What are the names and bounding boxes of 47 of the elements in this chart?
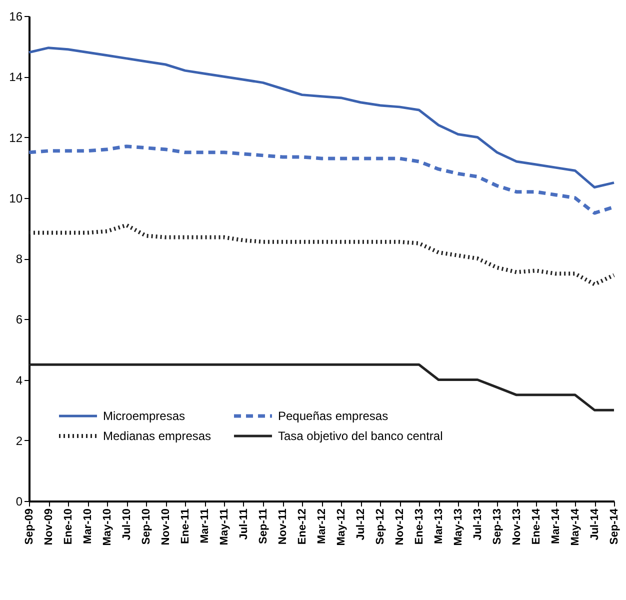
x-tick-label: May-14 <box>570 508 582 546</box>
x-tick-label: Sep-12 <box>374 508 386 545</box>
x-tick-label: Ene-14 <box>530 508 542 545</box>
x-tick-label: Mar-14 <box>550 508 562 544</box>
x-tick-label: Mar-11 <box>199 508 211 544</box>
y-tick-label: 16 <box>9 10 23 24</box>
y-tick-label: 12 <box>9 130 23 145</box>
x-tick-label: Sep-11 <box>258 508 270 544</box>
legend-label: Tasa objetivo del banco central <box>278 429 443 443</box>
x-tick-label: Nov-11 <box>277 508 289 545</box>
y-tick-label: 8 <box>16 252 23 266</box>
x-tick-label: Jul-10 <box>121 508 133 540</box>
x-tick-label: May-10 <box>102 508 114 546</box>
x-tick-label: Ene-12 <box>296 508 308 545</box>
x-tick-label: Sep-10 <box>140 508 152 545</box>
x-tick-label: May-13 <box>452 508 464 546</box>
x-tick-label: Ene-11 <box>180 508 192 544</box>
x-tick-label: Jul-14 <box>589 508 601 540</box>
y-tick-label: 6 <box>16 312 23 327</box>
legend-label: Pequeñas empresas <box>278 409 388 423</box>
legend-label: Medianas empresas <box>103 429 212 443</box>
x-tick-label: Nov-12 <box>394 508 406 546</box>
x-tick-label: Jul-13 <box>472 508 484 540</box>
y-tick-label: 0 <box>16 494 23 508</box>
y-tick-label: 2 <box>16 434 23 448</box>
x-tick-label: Ene-10 <box>62 508 74 545</box>
x-tick-label: Mar-12 <box>316 508 328 544</box>
x-tick-label: Sep-14 <box>608 508 620 545</box>
y-tick-label: 14 <box>9 70 23 84</box>
x-tick-label: Jul-11 <box>238 508 250 540</box>
x-tick-label: May-12 <box>336 508 348 546</box>
x-tick-label: Nov-10 <box>160 508 172 546</box>
y-tick-label: 10 <box>9 191 23 206</box>
x-tick-label: May-11 <box>218 508 230 546</box>
x-tick-label: Mar-13 <box>433 508 445 544</box>
x-tick-label: Sep-09 <box>24 508 36 545</box>
x-tick-label: Nov-13 <box>511 508 523 546</box>
x-tick-label: Ene-13 <box>414 508 426 545</box>
x-tick-label: Nov-09 <box>43 508 55 546</box>
line-series <box>27 223 616 286</box>
line-series <box>28 363 616 412</box>
x-tick-label: Jul-12 <box>355 508 367 540</box>
x-tick-label: Sep-13 <box>492 508 504 545</box>
y-tick-label: 4 <box>16 373 23 388</box>
legend-label: Microempresas <box>103 409 186 423</box>
line-series <box>28 46 616 189</box>
x-tick-label: Mar-10 <box>82 508 94 544</box>
